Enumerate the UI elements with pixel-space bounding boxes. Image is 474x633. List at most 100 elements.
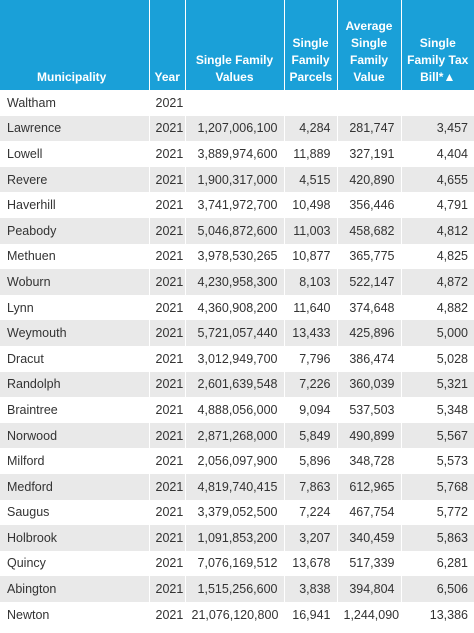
cell-single-family-values: 3,012,949,700 xyxy=(185,345,285,372)
cell-single-family-values: 21,076,120,800 xyxy=(185,601,285,628)
cell-municipality: Braintree xyxy=(0,397,150,423)
cell-average-single-family-value: 425,896 xyxy=(337,320,402,346)
cell-single-family-tax-bill: 4,825 xyxy=(401,243,474,270)
cell-average-single-family-value: 612,965 xyxy=(337,473,402,500)
cell-single-family-parcels: 4,515 xyxy=(284,166,338,193)
table-row: Waltham 2021 xyxy=(0,90,474,116)
cell-single-family-values: 5,046,872,600 xyxy=(185,217,285,244)
cell-municipality: Peabody xyxy=(0,217,150,244)
cell-single-family-tax-bill: 5,028 xyxy=(401,345,474,372)
cell-municipality: Revere xyxy=(0,166,150,193)
cell-single-family-parcels: 9,094 xyxy=(284,397,338,423)
table-row: Medford 2021 4,819,740,415 7,863 612,965 5,76… xyxy=(0,473,474,500)
table-row: Methuen 2021 3,978,530,265 10,877 365,775 4,8… xyxy=(0,243,474,270)
cell-average-single-family-value: 537,503 xyxy=(337,397,402,423)
cell-municipality: Methuen xyxy=(0,243,150,270)
cell-single-family-tax-bill: 5,772 xyxy=(401,499,474,526)
cell-average-single-family-value: 281,747 xyxy=(337,115,402,142)
cell-average-single-family-value: 340,459 xyxy=(337,525,402,551)
cell-single-family-tax-bill: 5,348 xyxy=(401,397,474,423)
cell-average-single-family-value: 1,244,090 xyxy=(337,601,402,628)
table-row: Holbrook 2021 1,091,853,200 3,207 340,459 5,8… xyxy=(0,525,474,551)
column-header-single-family-values[interactable]: Single Family Values xyxy=(185,0,285,90)
cell-average-single-family-value: 356,446 xyxy=(337,192,402,218)
cell-single-family-parcels: 5,849 xyxy=(284,422,338,449)
cell-municipality: Lawrence xyxy=(0,115,150,142)
cell-single-family-tax-bill: 4,872 xyxy=(401,269,474,295)
column-header-single-family-tax-bill[interactable]: Single Family Tax Bill*▲ xyxy=(401,0,474,90)
cell-average-single-family-value: 374,648 xyxy=(337,294,402,321)
cell-single-family-values xyxy=(185,90,285,116)
cell-single-family-parcels: 7,224 xyxy=(284,499,338,526)
cell-single-family-tax-bill: 4,791 xyxy=(401,192,474,218)
cell-single-family-parcels: 4,284 xyxy=(284,115,338,142)
cell-average-single-family-value: 490,899 xyxy=(337,422,402,449)
cell-year: 2021 xyxy=(149,601,186,628)
cell-municipality: Weymouth xyxy=(0,320,150,346)
cell-year: 2021 xyxy=(149,473,186,500)
cell-single-family-tax-bill: 5,863 xyxy=(401,525,474,551)
cell-single-family-values: 2,871,268,000 xyxy=(185,422,285,449)
cell-year: 2021 xyxy=(149,166,186,193)
cell-single-family-values: 2,601,639,548 xyxy=(185,371,285,398)
cell-single-family-values: 4,360,908,200 xyxy=(185,294,285,321)
cell-municipality: Norwood xyxy=(0,422,150,449)
column-header-single-family-parcels[interactable]: Single Family Parcels xyxy=(284,0,338,90)
table-row: Woburn 2021 4,230,958,300 8,103 522,147 4,872 xyxy=(0,269,474,295)
column-header-average-single-family-value[interactable]: Average Single Family Value xyxy=(337,0,402,90)
cell-single-family-values: 1,900,317,000 xyxy=(185,166,285,193)
cell-single-family-tax-bill: 4,404 xyxy=(401,141,474,167)
cell-municipality: Lowell xyxy=(0,141,150,167)
cell-single-family-parcels: 8,103 xyxy=(284,269,338,295)
cell-single-family-parcels: 7,226 xyxy=(284,371,338,398)
cell-single-family-parcels: 3,207 xyxy=(284,525,338,551)
cell-municipality: Lynn xyxy=(0,294,150,321)
table-row: Lawrence 2021 1,207,006,100 4,284 281,747 3,4… xyxy=(0,115,474,142)
cell-single-family-tax-bill: 13,386 xyxy=(401,601,474,628)
cell-year: 2021 xyxy=(149,422,186,449)
cell-single-family-parcels: 5,896 xyxy=(284,448,338,474)
cell-average-single-family-value xyxy=(337,90,402,116)
cell-average-single-family-value: 458,682 xyxy=(337,217,402,244)
cell-single-family-parcels: 7,863 xyxy=(284,473,338,500)
table-row: Braintree 2021 4,888,056,000 9,094 537,503 5,… xyxy=(0,397,474,423)
cell-single-family-values: 3,889,974,600 xyxy=(185,141,285,167)
table-row: Lowell 2021 3,889,974,600 11,889 327,191 4,40… xyxy=(0,141,474,167)
cell-single-family-parcels: 7,796 xyxy=(284,345,338,372)
cell-municipality: Randolph xyxy=(0,371,150,398)
cell-single-family-values: 1,091,853,200 xyxy=(185,525,285,551)
table-row: Dracut 2021 3,012,949,700 7,796 386,474 5,028 xyxy=(0,345,474,372)
cell-year: 2021 xyxy=(149,269,186,295)
cell-year: 2021 xyxy=(149,576,186,602)
table-row: Weymouth 2021 5,721,057,440 13,433 425,896 5,… xyxy=(0,320,474,346)
cell-year: 2021 xyxy=(149,141,186,167)
cell-single-family-parcels: 11,889 xyxy=(284,141,338,167)
table-row: Abington 2021 1,515,256,600 3,838 394,804 6,5… xyxy=(0,576,474,602)
cell-single-family-tax-bill: 5,768 xyxy=(401,473,474,500)
cell-year: 2021 xyxy=(149,448,186,474)
cell-municipality: Saugus xyxy=(0,499,150,526)
cell-single-family-parcels: 10,498 xyxy=(284,192,338,218)
cell-average-single-family-value: 522,147 xyxy=(337,269,402,295)
cell-single-family-tax-bill: 6,506 xyxy=(401,576,474,602)
cell-single-family-values: 4,230,958,300 xyxy=(185,269,285,295)
table-header: Municipality Year Single Family Values S… xyxy=(0,0,474,90)
cell-year: 2021 xyxy=(149,90,186,116)
cell-municipality: Milford xyxy=(0,448,150,474)
cell-single-family-tax-bill: 4,812 xyxy=(401,217,474,244)
cell-single-family-tax-bill xyxy=(401,90,474,116)
cell-single-family-values: 5,721,057,440 xyxy=(185,320,285,346)
cell-municipality: Woburn xyxy=(0,269,150,295)
column-header-municipality[interactable]: Municipality xyxy=(0,0,150,90)
cell-average-single-family-value: 360,039 xyxy=(337,371,402,398)
cell-single-family-values: 1,207,006,100 xyxy=(185,115,285,142)
cell-year: 2021 xyxy=(149,217,186,244)
cell-single-family-parcels: 13,433 xyxy=(284,320,338,346)
cell-single-family-values: 4,888,056,000 xyxy=(185,397,285,423)
cell-municipality: Haverhill xyxy=(0,192,150,218)
cell-average-single-family-value: 386,474 xyxy=(337,345,402,372)
cell-single-family-parcels: 10,877 xyxy=(284,243,338,270)
table-row: Quincy 2021 7,076,169,512 13,678 517,339 6,28… xyxy=(0,550,474,577)
column-header-year[interactable]: Year xyxy=(149,0,186,90)
